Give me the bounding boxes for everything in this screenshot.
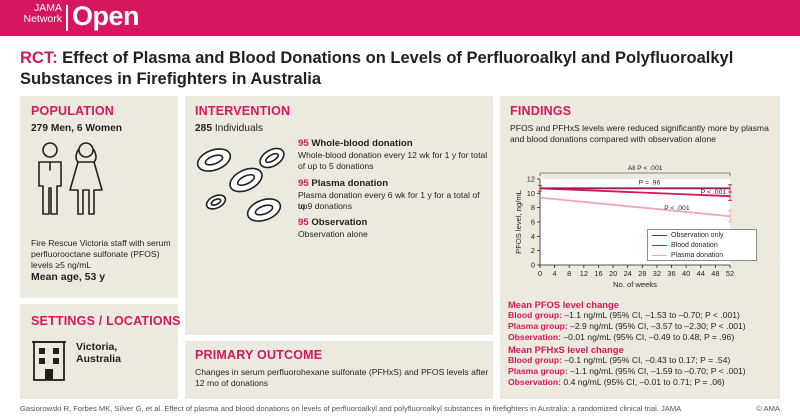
x-tick-label: 48 (711, 269, 719, 278)
intervention-total-label: Individuals (214, 123, 263, 134)
pfhxs-heading: Mean PFHxS level change (508, 344, 624, 355)
header-bar: JAMA Network Open (0, 0, 800, 36)
legend-item-blood: Blood donation (652, 241, 718, 250)
settings-heading: SETTINGS / LOCATIONS (31, 314, 181, 328)
annotation-plasma-p: P < .001 (664, 205, 690, 212)
building-icon (32, 341, 66, 381)
arm-plasma-title: 95 Plasma donation (298, 178, 389, 189)
findings-line1: PFOS and PFHxS levels were reduced signi… (510, 123, 769, 133)
annotation-all-p: All P < .001 (628, 165, 663, 172)
arm-observation-title: 95 Observation (298, 217, 368, 228)
pfhxs-blood-result: Blood group: –0.1 ng/mL (95% CI, –0.43 t… (508, 355, 731, 365)
y-tick-label: 6 (531, 218, 535, 227)
arm-whole-blood-desc1: Whole-blood donation every 12 wk for 1 y… (298, 150, 488, 160)
series-line-2 (539, 196, 731, 218)
page-title: RCT: Effect of Plasma and Blood Donation… (20, 48, 790, 90)
annotation-blood-p: P < .001 (701, 189, 727, 196)
pfos-plasma-result: Plasma group: –2.9 ng/mL (95% CI, –3.57 … (508, 321, 746, 331)
y-tick-label: 10 (527, 189, 535, 198)
logo-jama-network: JAMA Network (10, 3, 62, 25)
outcome-line1: Changes in serum perfluorohexane sulfona… (195, 367, 489, 377)
x-tick-label: 16 (594, 269, 602, 278)
y-tick-label: 0 (531, 261, 535, 270)
findings-line2: and blood donations compared with observ… (510, 134, 716, 144)
x-tick-label: 24 (624, 269, 632, 278)
title-prefix: RCT: (20, 49, 58, 67)
outcome-line2: 12 mo of donations (195, 378, 269, 388)
annotation-observation-p: P = .96 (639, 180, 661, 187)
logo-line-network: Network (23, 13, 62, 25)
blood-cells-icon (196, 147, 285, 222)
y-axis-title: PFOS level, ng/mL (514, 190, 523, 254)
arm-observation-desc1: Observation alone (298, 229, 368, 239)
copyright: © AMA (756, 404, 780, 413)
intervention-total: 285 Individuals (195, 123, 263, 135)
intervention-total-num: 285 (195, 123, 212, 134)
y-tick-label: 2 (531, 246, 535, 255)
x-tick-label: 12 (580, 269, 588, 278)
man-woman-icon (38, 142, 103, 215)
y-tick-label: 12 (527, 175, 535, 184)
logo-divider (66, 5, 68, 31)
arm-plasma-desc1: Plasma donation every 6 wk for 1 y for a… (298, 190, 480, 211)
series-line-1 (539, 187, 731, 198)
x-tick-label: 28 (638, 269, 646, 278)
settings-panel (20, 304, 178, 399)
population-heading: POPULATION (31, 104, 115, 118)
arm-plasma-desc2: to 9 donations (298, 201, 352, 211)
population-mean-age: Mean age, 53 y (31, 271, 106, 283)
x-tick-label: 44 (697, 269, 705, 278)
pfhxs-observation-result: Observation: 0.4 ng/mL (95% CI, –0.01 to… (508, 377, 725, 387)
chart-legend: Observation only Blood donation Plasma d… (647, 229, 757, 261)
findings-heading: FINDINGS (510, 104, 572, 118)
x-tick-label: 40 (682, 269, 690, 278)
intervention-panel (185, 96, 493, 335)
x-tick-label: 36 (667, 269, 675, 278)
x-axis-title: No. of weeks (613, 280, 657, 289)
settings-line2: Australia (76, 353, 121, 365)
citation: Gasiorowski R, Forbes MK, Silver G, et a… (20, 404, 682, 413)
x-tick-label: 20 (609, 269, 617, 278)
outcome-heading: PRIMARY OUTCOME (195, 348, 323, 362)
y-tick-label: 4 (531, 232, 535, 241)
x-tick-label: 32 (653, 269, 661, 278)
logo-line-jama: JAMA (33, 2, 62, 14)
legend-item-observation: Observation only (652, 231, 724, 240)
population-description: Fire Rescue Victoria staff with serum pe… (31, 238, 171, 270)
legend-item-plasma: Plasma donation (652, 251, 723, 260)
population-count: 279 Men, 6 Women (31, 123, 122, 134)
x-tick-label: 52 (726, 269, 734, 278)
logo-open: Open (72, 1, 140, 31)
pfhxs-plasma-result: Plasma group: –1.1 ng/mL (95% CI, –1.59 … (508, 366, 746, 376)
outcome-panel (185, 341, 493, 399)
x-tick-label: 4 (553, 269, 557, 278)
x-tick-label: 8 (567, 269, 571, 278)
pfos-heading: Mean PFOS level change (508, 299, 619, 310)
settings-line1: Victoria, (76, 341, 118, 353)
x-tick-label: 0 (538, 269, 542, 278)
title-text: Effect of Plasma and Blood Donations on … (20, 49, 734, 88)
intervention-heading: INTERVENTION (195, 104, 291, 118)
population-panel (20, 96, 178, 298)
pfos-blood-result: Blood group: –1.1 ng/mL (95% CI, –1.53 t… (508, 310, 740, 320)
arm-whole-blood-desc2: of up to 5 donations (298, 161, 374, 171)
arm-whole-blood-title: 95 Whole-blood donation (298, 138, 413, 149)
pfos-observation-result: Observation: –0.01 ng/mL (95% CI, –0.49 … (508, 332, 735, 342)
y-tick-label: 8 (531, 203, 535, 212)
